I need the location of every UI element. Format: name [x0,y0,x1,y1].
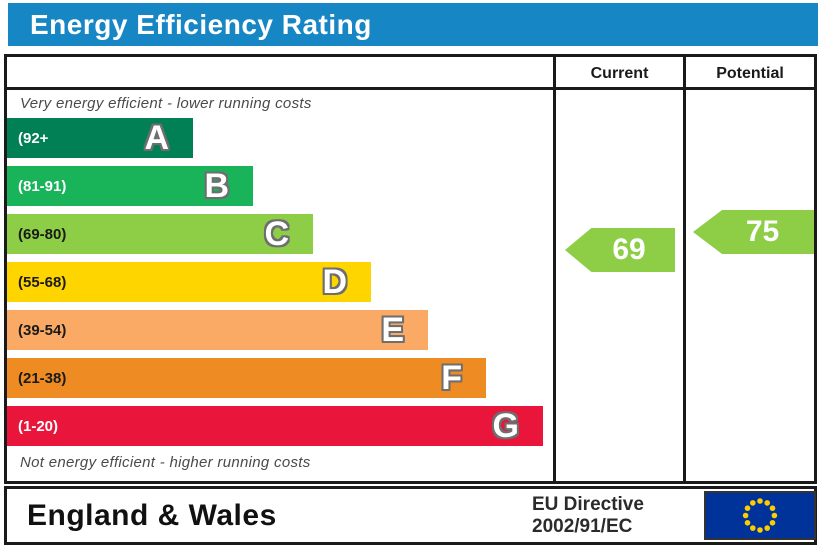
header-underline [7,87,814,90]
band-letter: G [492,407,519,445]
top-note: Very energy efficient - lower running co… [20,95,312,112]
band-letter: C [264,215,289,253]
column-divider-current [553,57,556,481]
band-range-label: (21-38) [18,369,67,387]
band-row-a: (92+ A [7,118,193,158]
band-row-g: (1-20) G [7,406,543,446]
rating-chart: Current Potential Very energy efficient … [4,54,817,484]
band-letter: B [204,167,229,205]
band-row-b: (81-91) B [7,166,253,206]
bottom-note: Not energy efficient - higher running co… [20,454,311,471]
current-rating-arrow: 69 [565,228,675,272]
eu-directive-label: EU Directive 2002/91/EC [532,494,644,538]
eu-directive-line2: 2002/91/EC [532,516,633,537]
column-divider-potential [683,57,686,481]
band-row-d: (55-68) D [7,262,371,302]
eu-flag-icon [704,491,816,540]
footer-bar: England & Wales EU Directive 2002/91/EC [4,486,817,545]
eu-directive-line1: EU Directive [532,494,644,515]
rating-bands: (92+ A (81-91) B (69-80) C (55-68) D (39… [7,118,553,454]
band-range-label: (39-54) [18,321,67,339]
band-range-label: (81-91) [18,177,67,195]
band-range-label: (55-68) [18,273,67,291]
eu-flag-stars [706,493,814,538]
band-row-c: (69-80) C [7,214,313,254]
band-range-label: (1-20) [18,417,59,435]
band-row-f: (21-38) F [7,358,486,398]
column-header-current: Current [590,65,649,82]
band-letter: A [144,119,169,157]
band-range-label: (92+ [18,129,49,147]
band-row-e: (39-54) E [7,310,428,350]
band-letter: F [441,359,462,397]
band-range-label: (69-80) [18,225,67,243]
band-letter: D [322,263,347,301]
region-label: England & Wales [27,498,277,532]
title-bar: Energy Efficiency Rating [8,3,818,46]
page-title: Energy Efficiency Rating [30,8,372,40]
potential-rating-arrow: 75 [693,210,814,254]
band-letter: E [381,311,404,349]
column-header-potential: Potential [716,65,784,82]
